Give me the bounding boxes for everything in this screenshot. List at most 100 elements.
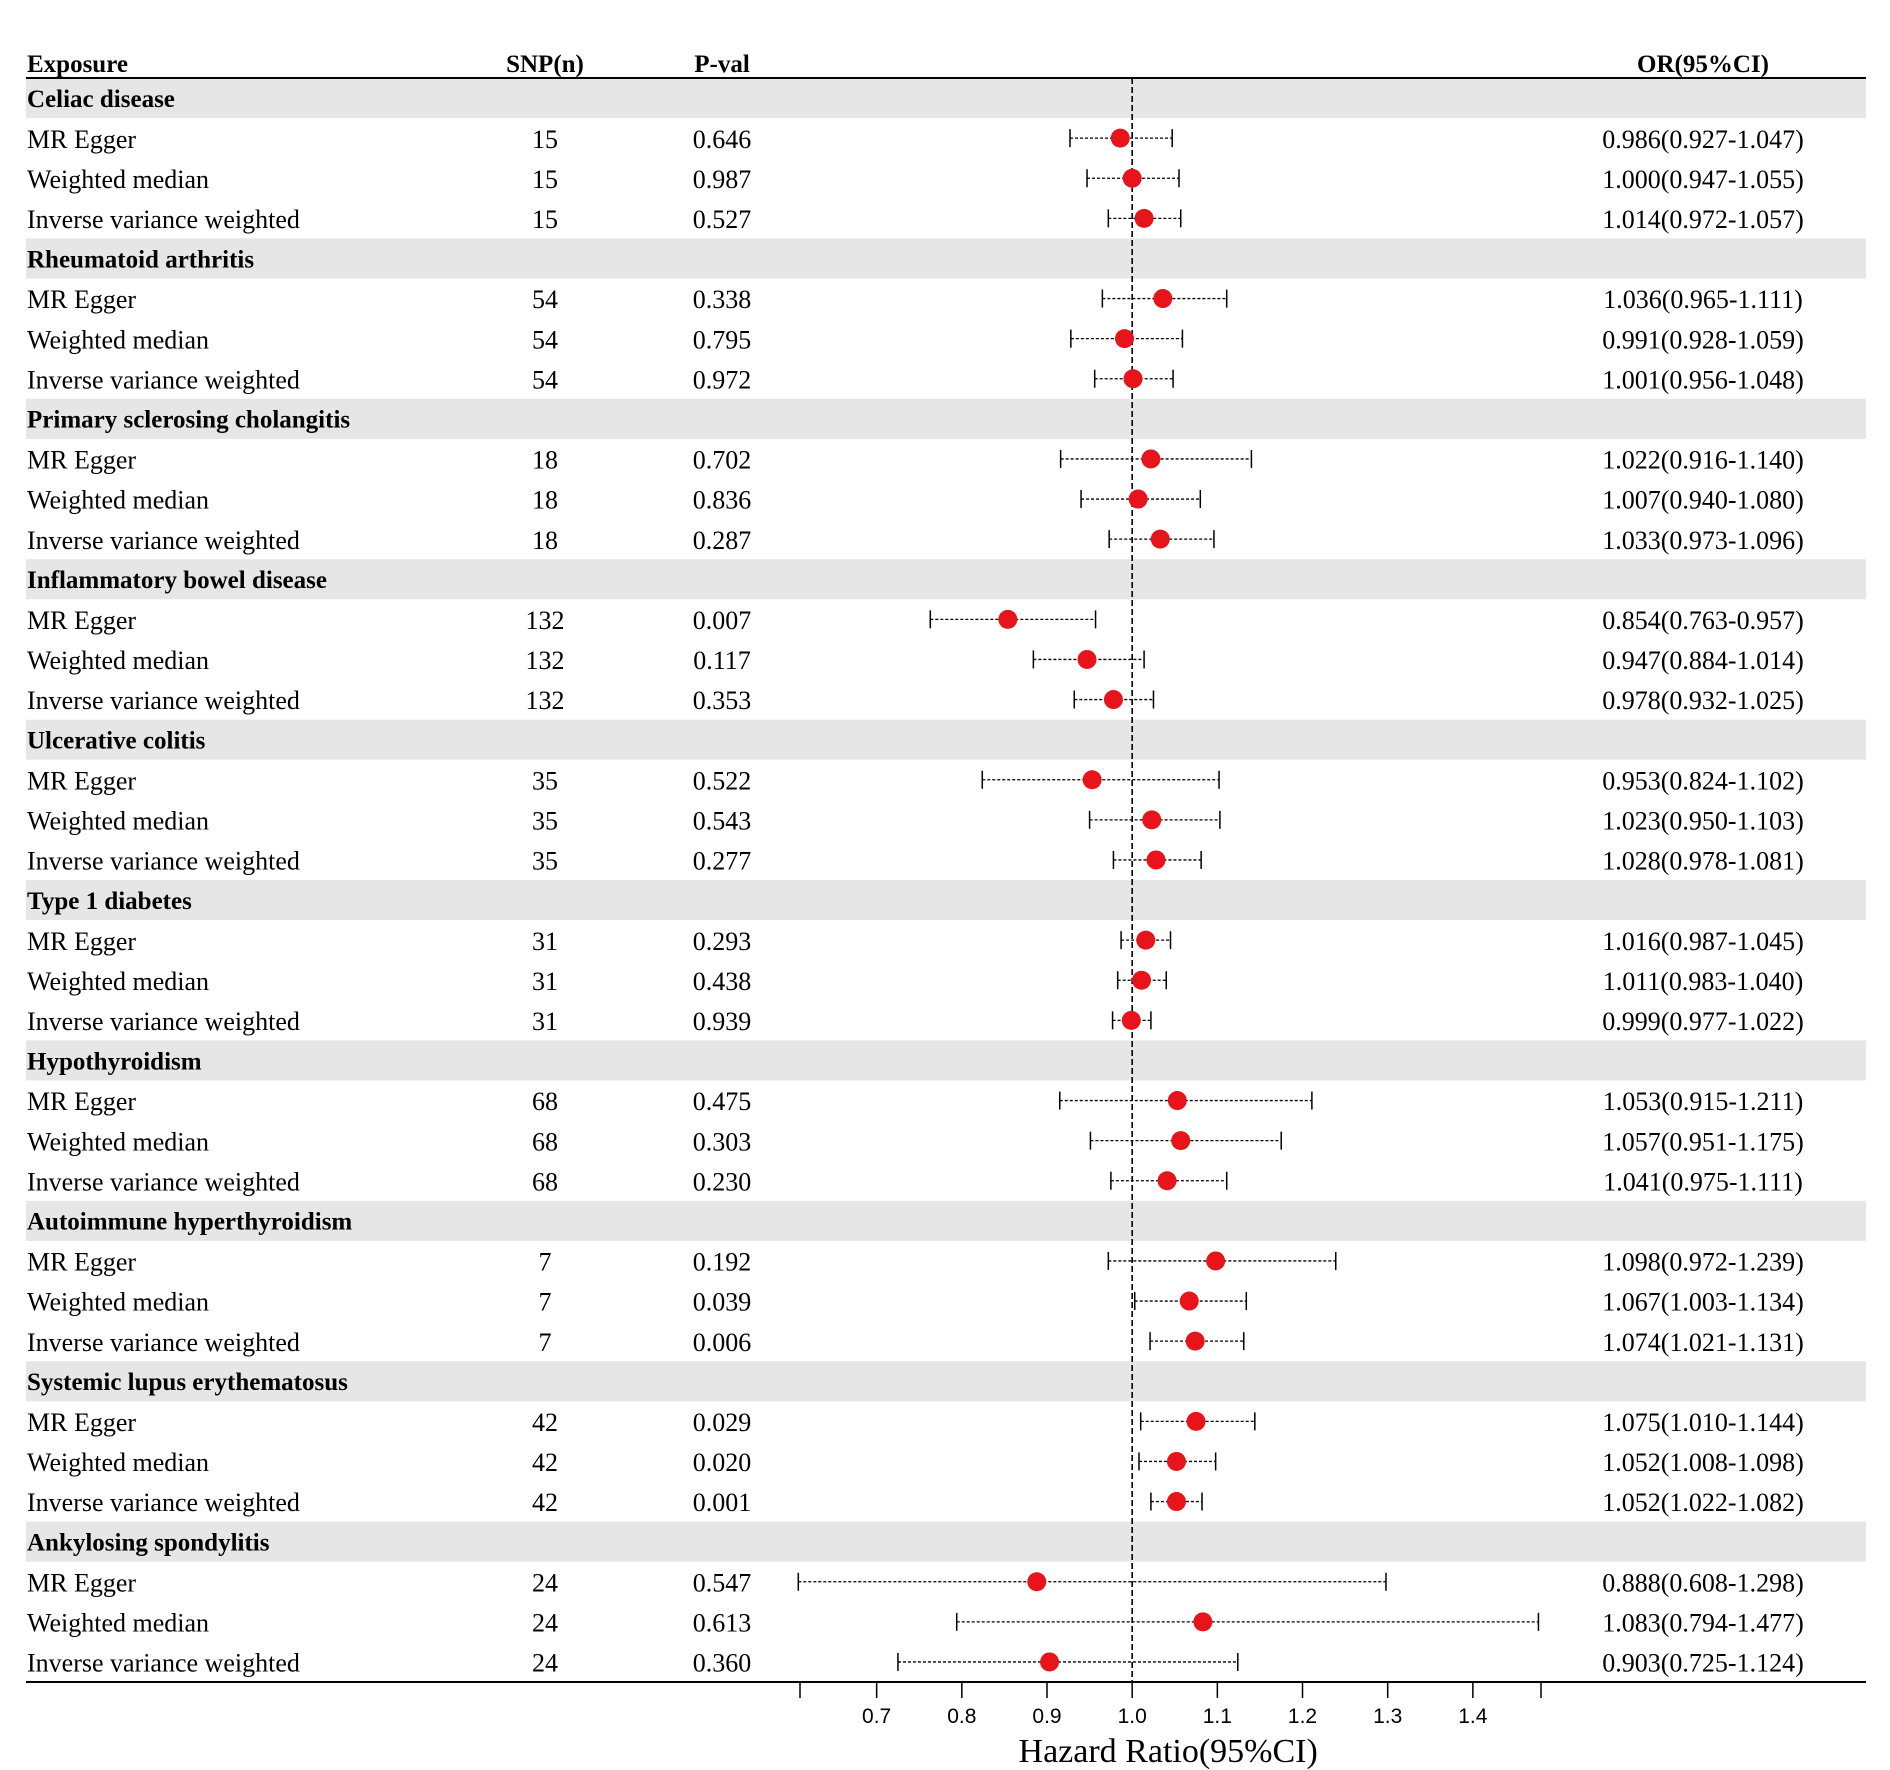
or-point xyxy=(1136,930,1156,950)
or-ci-label: 1.001(0.956-1.048) xyxy=(1602,365,1803,394)
header-exposure: Exposure xyxy=(27,51,128,78)
snp-count: 68 xyxy=(532,1127,558,1156)
x-tick-label: 0.8 xyxy=(947,1705,976,1728)
or-point xyxy=(1166,1451,1186,1471)
or-ci-label: 1.067(1.003-1.134) xyxy=(1602,1288,1803,1317)
p-value: 0.702 xyxy=(693,446,752,475)
method-label: Inverse variance weighted xyxy=(27,526,300,555)
x-tick-label: 1.4 xyxy=(1458,1705,1488,1728)
x-tick-label: 1.3 xyxy=(1373,1705,1402,1728)
or-ci-label: 1.022(0.916-1.140) xyxy=(1602,446,1803,475)
method-label: Inverse variance weighted xyxy=(27,1007,300,1036)
snp-count: 24 xyxy=(532,1649,558,1678)
method-label: Weighted median xyxy=(27,646,209,675)
p-value: 0.303 xyxy=(693,1127,752,1156)
snp-count: 18 xyxy=(532,526,558,555)
or-point xyxy=(1153,289,1173,309)
or-point xyxy=(1141,449,1161,469)
or-ci-label: 0.854(0.763-0.957) xyxy=(1602,606,1803,635)
p-value: 0.438 xyxy=(693,967,752,996)
or-point xyxy=(1082,770,1102,790)
or-ci-label: 1.052(1.008-1.098) xyxy=(1602,1448,1803,1477)
or-ci-label: 1.057(0.951-1.175) xyxy=(1602,1127,1803,1156)
p-value: 0.353 xyxy=(693,686,752,715)
or-point xyxy=(1110,128,1130,148)
p-value: 0.039 xyxy=(693,1288,752,1317)
method-label: Inverse variance weighted xyxy=(27,1488,300,1517)
snp-count: 54 xyxy=(532,365,558,394)
p-value: 0.230 xyxy=(693,1167,752,1196)
snp-count: 15 xyxy=(532,125,558,154)
or-point xyxy=(1185,1331,1205,1351)
p-value: 0.527 xyxy=(693,205,752,234)
method-label: Weighted median xyxy=(27,1288,209,1317)
snp-count: 15 xyxy=(532,165,558,194)
x-tick-label: 1.1 xyxy=(1203,1705,1232,1728)
or-point xyxy=(1122,168,1142,188)
p-value: 0.646 xyxy=(693,125,752,154)
method-label: Weighted median xyxy=(27,165,209,194)
or-ci-label: 1.011(0.983-1.040) xyxy=(1603,967,1804,996)
or-ci-label: 0.999(0.977-1.022) xyxy=(1602,1007,1803,1036)
p-value: 0.543 xyxy=(693,806,752,835)
snp-count: 132 xyxy=(526,606,565,635)
x-tick-label: 1.0 xyxy=(1118,1705,1147,1728)
or-point xyxy=(1157,1171,1177,1191)
group-band xyxy=(26,1361,1866,1402)
group-band xyxy=(26,398,1866,439)
or-point xyxy=(1040,1652,1060,1672)
group-band xyxy=(26,1040,1866,1081)
snp-count: 31 xyxy=(532,967,558,996)
or-point xyxy=(1132,970,1152,990)
header-or: OR(95%CI) xyxy=(1637,51,1769,78)
method-label: Weighted median xyxy=(27,1448,209,1477)
or-point xyxy=(1134,208,1154,228)
snp-count: 31 xyxy=(532,927,558,956)
or-point xyxy=(1150,529,1170,549)
group-band xyxy=(26,559,1866,600)
snp-count: 18 xyxy=(532,486,558,515)
or-ci-label: 1.075(1.010-1.144) xyxy=(1602,1408,1803,1437)
snp-count: 35 xyxy=(532,847,558,876)
or-point xyxy=(1142,810,1162,830)
p-value: 0.001 xyxy=(693,1488,752,1517)
snp-count: 42 xyxy=(532,1408,558,1437)
snp-count: 42 xyxy=(532,1448,558,1477)
p-value: 0.360 xyxy=(693,1649,752,1678)
or-point xyxy=(998,609,1018,629)
group-band xyxy=(26,1521,1866,1562)
or-ci-label: 1.007(0.940-1.080) xyxy=(1602,486,1803,515)
snp-count: 31 xyxy=(532,1007,558,1036)
p-value: 0.795 xyxy=(693,325,752,354)
group-label: Hypothyroidism xyxy=(27,1048,202,1075)
snp-count: 24 xyxy=(532,1608,558,1637)
or-point xyxy=(1103,690,1123,710)
p-value: 0.338 xyxy=(693,285,752,314)
method-label: Inverse variance weighted xyxy=(27,847,300,876)
p-value: 0.522 xyxy=(693,766,752,795)
or-point xyxy=(1115,329,1135,349)
p-value: 0.475 xyxy=(693,1087,752,1116)
group-label: Rheumatoid arthritis xyxy=(27,246,254,273)
p-value: 0.939 xyxy=(693,1007,752,1036)
group-band xyxy=(26,719,1866,760)
group-label: Inflammatory bowel disease xyxy=(27,567,327,594)
group-label: Ulcerative colitis xyxy=(27,727,206,754)
or-ci-label: 1.016(0.987-1.045) xyxy=(1602,927,1803,956)
snp-count: 7 xyxy=(539,1248,552,1277)
x-tick-label: 0.9 xyxy=(1032,1705,1061,1728)
snp-count: 68 xyxy=(532,1167,558,1196)
x-tick-label: 1.2 xyxy=(1288,1705,1317,1728)
snp-count: 42 xyxy=(532,1488,558,1517)
p-value: 0.287 xyxy=(693,526,752,555)
snp-count: 24 xyxy=(532,1568,558,1597)
group-label: Ankylosing spondylitis xyxy=(27,1529,270,1556)
method-label: MR Egger xyxy=(27,1568,136,1597)
or-point xyxy=(1146,850,1166,870)
snp-count: 54 xyxy=(532,285,558,314)
p-value: 0.117 xyxy=(693,646,751,675)
group-label: Primary sclerosing cholangitis xyxy=(27,407,350,434)
or-ci-label: 1.023(0.950-1.103) xyxy=(1602,806,1803,835)
x-axis-label: Hazard Ratio(95%CI) xyxy=(1019,1733,1318,1770)
